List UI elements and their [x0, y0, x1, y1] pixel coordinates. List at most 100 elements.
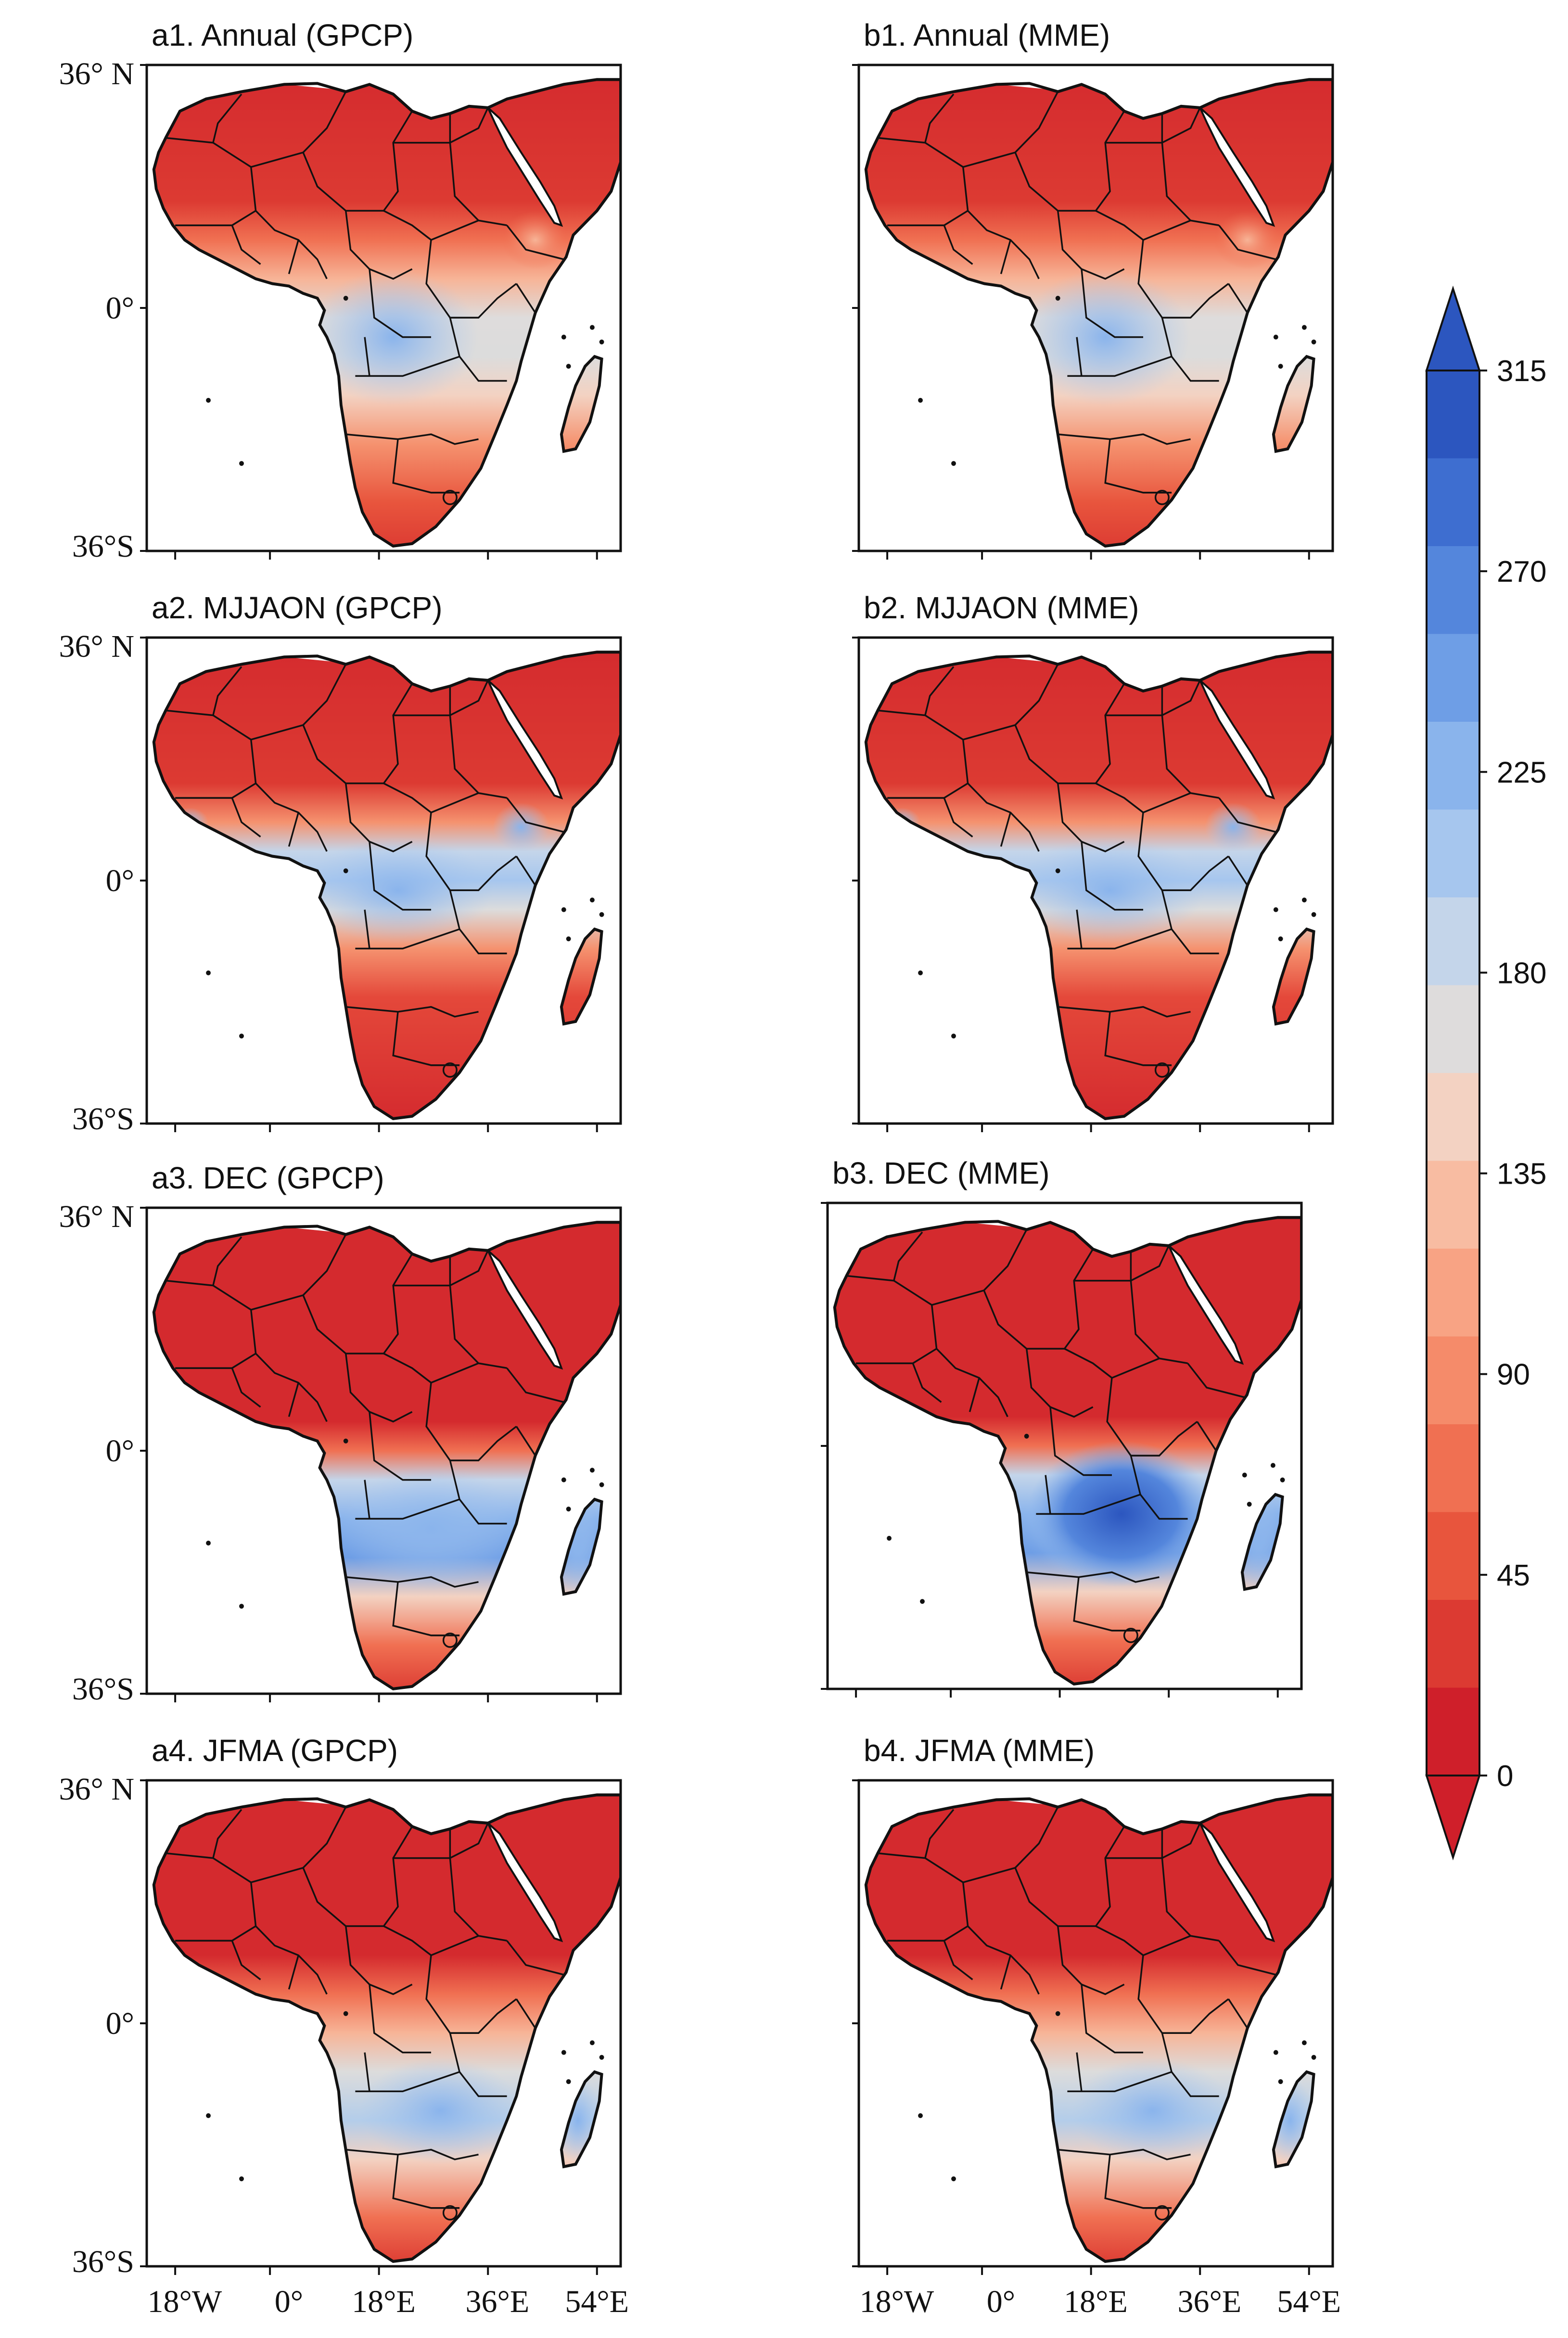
- colorbar-tick-label: 315: [1497, 355, 1546, 388]
- island-dot: [1242, 1472, 1247, 1478]
- map-field: [147, 638, 621, 1124]
- island-dot: [206, 970, 211, 975]
- colorbar-segment: [1427, 722, 1479, 810]
- lat-label: 36°S: [72, 1101, 134, 1137]
- map-field: [828, 1203, 1301, 1689]
- colorbar-tick-label: 270: [1497, 555, 1546, 588]
- colorbar-segment: [1427, 458, 1479, 547]
- panel-title: a4. JFMA (GPCP): [152, 1733, 398, 1768]
- colorbar-segment: [1427, 1600, 1479, 1688]
- island-dot: [239, 1604, 244, 1609]
- island-dot: [1278, 936, 1283, 942]
- island-dot: [566, 2079, 571, 2084]
- lat-label: 0°: [106, 2006, 134, 2041]
- map-panel-b4: b4. JFMA (MME) 18°W 0° 18°E 36°E 54°E: [852, 1733, 1341, 2319]
- map-field: [147, 1208, 621, 1694]
- lat-label: 36° N: [59, 1772, 134, 1807]
- island-dot: [599, 912, 604, 917]
- lon-label: 54°E: [565, 2284, 629, 2319]
- lat-label: 0°: [106, 863, 134, 898]
- island-dot: [239, 2176, 244, 2182]
- island-dot: [951, 1034, 956, 1039]
- colorbar-tick-label: 0: [1497, 1760, 1513, 1793]
- island-dot: [951, 461, 956, 466]
- island-dot: [561, 2050, 566, 2055]
- map-field: [859, 65, 1333, 551]
- colorbar-segment: [1427, 546, 1479, 635]
- island-dot: [589, 1468, 595, 1473]
- island-dot: [1273, 334, 1278, 340]
- island-dot: [1273, 907, 1278, 912]
- island-dot: [1270, 1463, 1275, 1468]
- colorbar-tick-label: 135: [1497, 1158, 1546, 1191]
- island-dot: [239, 461, 244, 466]
- lat-label: 0°: [106, 1433, 134, 1469]
- lon-label: 0°: [987, 2284, 1015, 2319]
- panel-title: a2. MJJAON (GPCP): [152, 590, 443, 625]
- map-field: [147, 1780, 621, 2266]
- colorbar-max-extend: [1425, 285, 1481, 371]
- lat-label: 36° N: [59, 629, 134, 664]
- lat-label: 36° N: [59, 1199, 134, 1234]
- island-dot: [589, 897, 595, 903]
- colorbar-min-extend: [1425, 1775, 1481, 1861]
- island-dot: [589, 2040, 595, 2045]
- map-field: [859, 638, 1333, 1124]
- island-dot: [239, 1034, 244, 1039]
- island-dot: [1301, 897, 1307, 903]
- island-dot: [920, 1599, 925, 1604]
- island-dot: [343, 2011, 348, 2016]
- map-panel-a1: a1. Annual (GPCP) 36° N 0° 36°S: [59, 18, 622, 564]
- island-dot: [561, 334, 566, 340]
- map-panel-a4: a4. JFMA (GPCP) 36° N 0° 36°S 18°W 0° 18°E 36°E…: [59, 1733, 629, 2319]
- island-dot: [1273, 2050, 1278, 2055]
- island-dot: [1280, 1477, 1285, 1482]
- lon-label: 18°W: [859, 2284, 934, 2319]
- lon-label: 36°E: [1178, 2284, 1242, 2319]
- island-dot: [343, 868, 348, 873]
- lon-label: 18°W: [147, 2284, 222, 2319]
- lon-label: 36°E: [466, 2284, 530, 2319]
- colorbar-segment: [1427, 1249, 1479, 1337]
- colorbar-tick-label: 225: [1497, 756, 1546, 789]
- island-dot: [1055, 295, 1060, 301]
- island-dot: [566, 1507, 571, 1512]
- island-dot: [1301, 325, 1307, 330]
- colorbar-segment: [1427, 634, 1479, 722]
- island-dot: [918, 970, 923, 975]
- colorbar-frame: [1426, 370, 1480, 1776]
- lat-label: 0°: [106, 291, 134, 326]
- island-dot: [1278, 2079, 1283, 2084]
- map-panel-a2: a2. MJJAON (GPCP) 36° N 0° 36°S: [59, 590, 622, 1137]
- island-dot: [561, 907, 566, 912]
- island-dot: [599, 2055, 604, 2060]
- map-panel-b3: b3. DEC (MME): [821, 1156, 1303, 1698]
- colorbar-segment: [1427, 1687, 1479, 1776]
- island-dot: [918, 397, 923, 403]
- lat-label: 36° N: [59, 56, 134, 91]
- island-dot: [1311, 2055, 1316, 2060]
- map-panel-b2: b2. MJJAON (MME): [852, 590, 1334, 1132]
- island-dot: [1055, 868, 1060, 873]
- map-panel-a3: a3. DEC (GPCP) 36° N 0° 36°S: [59, 1161, 622, 1707]
- colorbar-segment: [1427, 897, 1479, 986]
- island-dot: [1311, 339, 1316, 345]
- lon-label: 0°: [275, 2284, 303, 2319]
- island-dot: [1301, 2040, 1307, 2045]
- panel-title: a3. DEC (GPCP): [152, 1161, 384, 1195]
- island-dot: [1278, 364, 1283, 369]
- lon-label: 18°E: [352, 2284, 416, 2319]
- colorbar-segment: [1427, 1073, 1479, 1162]
- colorbar-tick-label: 90: [1497, 1358, 1530, 1392]
- island-dot: [206, 397, 211, 403]
- colorbar-segment: [1427, 809, 1479, 898]
- colorbar-segment: [1427, 985, 1479, 1073]
- lat-label: 36°S: [72, 529, 134, 564]
- map-panel-b1: b1. Annual (MME): [852, 18, 1334, 560]
- lat-label: 36°S: [72, 1672, 134, 1707]
- colorbar: 0 45 90 135 180 225 270 315: [1425, 285, 1546, 1861]
- lat-label: 36°S: [72, 2244, 134, 2279]
- island-dot: [887, 1535, 892, 1541]
- colorbar-tick-label: 45: [1497, 1559, 1530, 1592]
- panel-title: b3. DEC (MME): [832, 1156, 1050, 1190]
